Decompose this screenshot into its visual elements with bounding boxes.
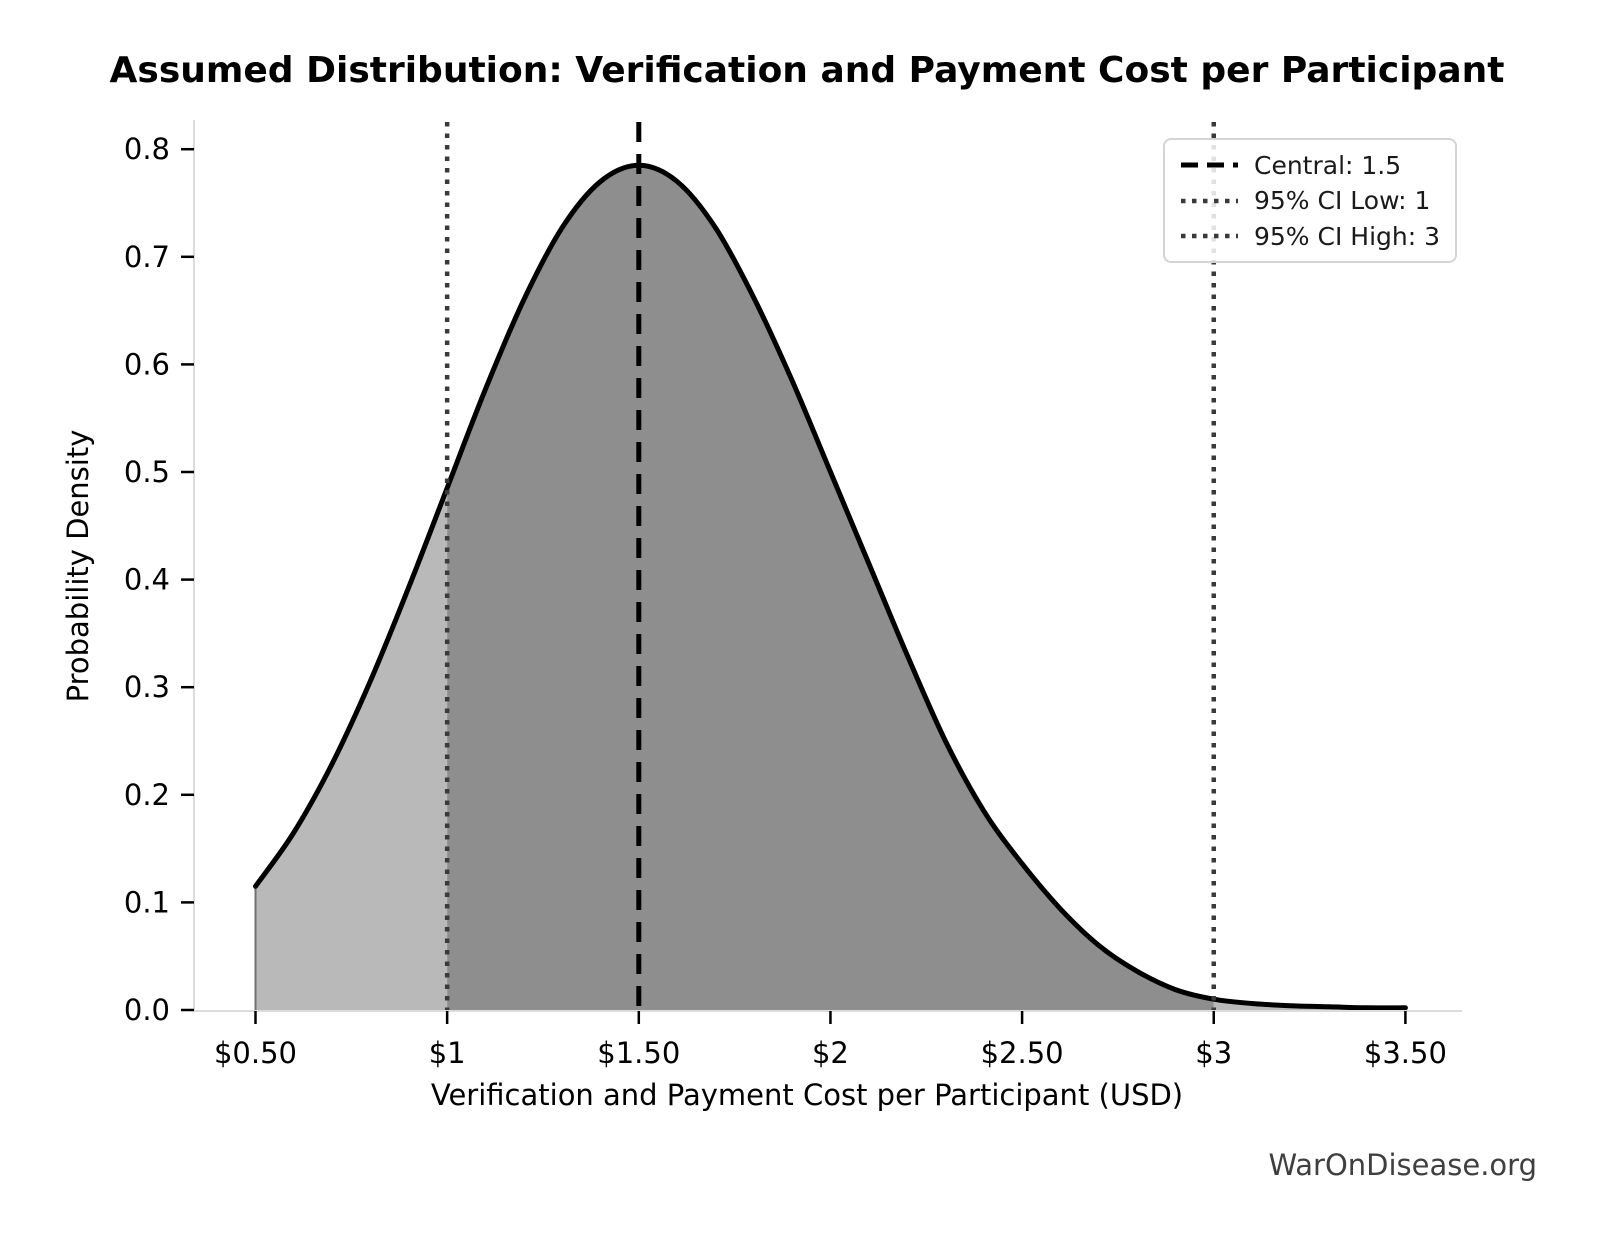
- tail-fill-left: [255, 488, 448, 1011]
- legend-label-ci-low: 95% CI Low: 1: [1254, 186, 1431, 215]
- y-axis-title: Probability Density: [61, 429, 95, 703]
- x-axis-title: Verification and Payment Cost per Partic…: [430, 1078, 1184, 1112]
- x-tick-label: $3: [1195, 1036, 1232, 1070]
- x-axis-ticks: $0.50 $1 $1.50 $2 $2.50 $3 $3.50: [214, 1011, 1447, 1070]
- density-curve-line: [253, 162, 1408, 1011]
- x-tick-label: $1: [429, 1036, 466, 1070]
- x-tick-label: $0.50: [214, 1036, 297, 1070]
- marker-lines: [444, 122, 1216, 1010]
- y-tick-label: 0.0: [124, 993, 170, 1027]
- x-tick-label: $2.50: [981, 1036, 1064, 1070]
- legend: Central: 1.5 95% CI Low: 1 95% CI High: …: [1163, 138, 1457, 263]
- x-tick-label: $1.50: [597, 1036, 680, 1070]
- dotted-line-swatch-icon: [1181, 233, 1238, 239]
- legend-label-central: Central: 1.5: [1254, 150, 1402, 180]
- legend-item-ci-high: 95% CI High: 3: [1179, 222, 1445, 251]
- legend-item-central: Central: 1.5: [1179, 151, 1445, 180]
- x-tick-label: $2: [812, 1036, 849, 1070]
- y-axis-ticks: 0.0 0.1 0.2 0.3 0.4 0.5 0.6 0.7 0.8: [124, 132, 194, 1027]
- chart-title: Assumed Distribution: Verification and P…: [109, 50, 1505, 91]
- density-fills: [255, 165, 1406, 1011]
- legend-label-ci-high: 95% CI High: 3: [1254, 221, 1441, 251]
- dotted-line-swatch-icon: [1181, 198, 1238, 203]
- y-tick-label: 0.6: [124, 347, 170, 381]
- x-tick-label: $3.50: [1364, 1036, 1447, 1070]
- ci-fill: [447, 165, 1214, 1011]
- watermark: WarOnDisease.org: [1268, 1148, 1537, 1182]
- dashed-line-swatch-icon: [1181, 162, 1238, 168]
- y-tick-label: 0.4: [124, 563, 170, 597]
- density-curve: [253, 162, 1408, 1011]
- legend-item-ci-low: 95% CI Low: 1: [1179, 186, 1445, 215]
- y-tick-label: 0.5: [124, 455, 170, 489]
- tail-fill-right: [1213, 999, 1406, 1010]
- y-tick-label: 0.1: [124, 885, 170, 919]
- y-tick-label: 0.3: [124, 670, 170, 704]
- y-tick-label: 0.8: [124, 132, 170, 166]
- axis-spines: [193, 120, 1462, 1012]
- y-tick-label: 0.2: [124, 778, 170, 812]
- y-tick-label: 0.7: [124, 240, 170, 274]
